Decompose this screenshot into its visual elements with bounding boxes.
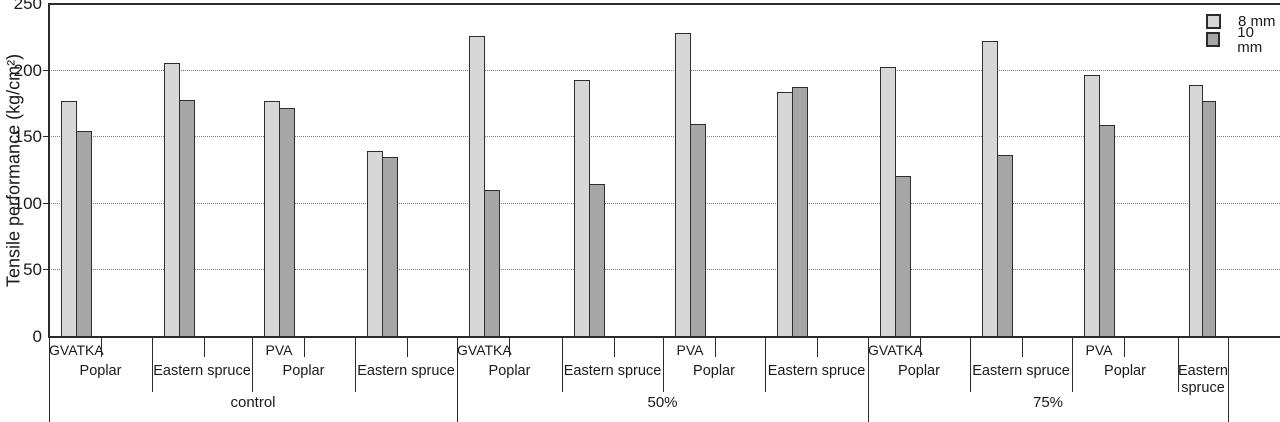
wood-boundary-tick <box>970 337 971 392</box>
bar-8mm <box>469 36 485 337</box>
bar-10mm <box>895 176 911 337</box>
wood-boundary-tick <box>355 337 356 392</box>
gridline <box>49 269 1280 270</box>
group-mid-tick <box>101 337 102 357</box>
bar-10mm <box>997 155 1013 337</box>
wood-label: Poplar <box>282 363 325 379</box>
adhesive-label: GVATKA <box>868 342 923 358</box>
bar-10mm <box>76 131 92 337</box>
adhesive-label: PVA <box>265 342 293 358</box>
bar-10mm <box>484 190 500 337</box>
y-tick-label: 250 <box>13 0 42 13</box>
bar-8mm <box>264 101 280 337</box>
condition-boundary-line <box>1228 337 1229 422</box>
bar-10mm <box>589 184 605 337</box>
y-tick-label: 200 <box>13 61 42 80</box>
wood-label: Eastern spruce <box>357 363 455 379</box>
wood-boundary-tick <box>765 337 766 392</box>
y-axis-tick <box>43 203 49 204</box>
bar-8mm <box>982 41 998 337</box>
bar-10mm <box>1099 125 1115 337</box>
gridline <box>49 203 1280 204</box>
bar-8mm <box>777 92 793 337</box>
y-tick-label: 100 <box>13 194 42 213</box>
wood-boundary-tick <box>1072 337 1073 392</box>
adhesive-label: GVATKA <box>457 342 512 358</box>
bar-8mm <box>574 80 590 337</box>
wood-boundary-tick <box>1178 337 1179 392</box>
adhesive-label: GVATKA <box>49 342 104 358</box>
adhesive-label: PVA <box>676 342 704 358</box>
wood-label: Eastern spruce <box>563 363 662 379</box>
y-tick-label: 0 <box>32 327 42 346</box>
group-mid-tick <box>509 337 510 357</box>
condition-label: 50% <box>647 394 678 411</box>
condition-boundary-line <box>457 337 458 422</box>
gridline <box>49 136 1280 137</box>
group-mid-tick <box>204 337 205 357</box>
x-axis-line <box>48 336 1280 338</box>
wood-boundary-tick <box>152 337 153 392</box>
wood-boundary-tick <box>252 337 253 392</box>
gridline <box>49 70 1280 71</box>
wood-label: Poplar <box>488 363 531 379</box>
wood-boundary-tick <box>663 337 664 392</box>
legend-swatch-8mm <box>1206 14 1221 29</box>
group-mid-tick <box>817 337 818 357</box>
bar-10mm <box>690 124 706 337</box>
bar-8mm <box>61 101 77 337</box>
condition-boundary-line <box>868 337 869 422</box>
bar-8mm <box>164 63 180 337</box>
group-mid-tick <box>1022 337 1023 357</box>
bar-10mm <box>179 100 195 337</box>
legend: 8 mm 10 mm <box>1206 14 1280 55</box>
wood-label: Eastern spruce <box>972 363 1070 379</box>
bar-8mm <box>880 67 896 337</box>
plot-top-border <box>49 3 1280 5</box>
y-tick-label: 50 <box>23 260 42 279</box>
condition-label: control <box>230 394 276 411</box>
bar-10mm <box>1202 101 1216 337</box>
y-axis-tick <box>43 136 49 137</box>
group-mid-tick <box>1124 337 1125 357</box>
group-mid-tick <box>407 337 408 357</box>
bar-8mm <box>675 33 691 337</box>
legend-swatch-10mm <box>1206 32 1221 47</box>
bar-10mm <box>279 108 295 337</box>
wood-label: Poplar <box>1104 363 1146 379</box>
wood-label: Poplar <box>898 363 940 379</box>
y-axis-line <box>48 3 50 338</box>
legend-label-10mm: 10 mm <box>1237 23 1263 56</box>
group-mid-tick <box>920 337 921 357</box>
wood-label: Eastern spruce <box>153 363 251 379</box>
wood-label: Eastern spruce <box>1178 363 1228 396</box>
wood-label: Poplar <box>79 363 122 379</box>
condition-label: 75% <box>1032 394 1064 411</box>
bar-8mm <box>1189 85 1203 337</box>
condition-boundary-line <box>49 337 50 422</box>
wood-boundary-tick <box>562 337 563 392</box>
wood-label: Eastern spruce <box>767 363 866 379</box>
adhesive-label: PVA <box>1085 342 1113 358</box>
wood-label: Poplar <box>693 363 735 379</box>
bar-10mm <box>382 157 398 337</box>
legend-item-10mm: 10 mm <box>1206 25 1280 55</box>
y-tick-label: 150 <box>13 127 42 146</box>
legend-label-8mm: 8 mm <box>1238 13 1276 30</box>
bar-8mm <box>367 151 383 337</box>
bar-8mm <box>1084 75 1100 337</box>
group-mid-tick <box>614 337 615 357</box>
group-mid-tick <box>715 337 716 357</box>
group-mid-tick <box>304 337 305 357</box>
y-axis-tick <box>43 70 49 71</box>
y-axis-tick <box>43 269 49 270</box>
bar-10mm <box>792 87 808 337</box>
legend-item-8mm: 8 mm <box>1206 14 1280 29</box>
